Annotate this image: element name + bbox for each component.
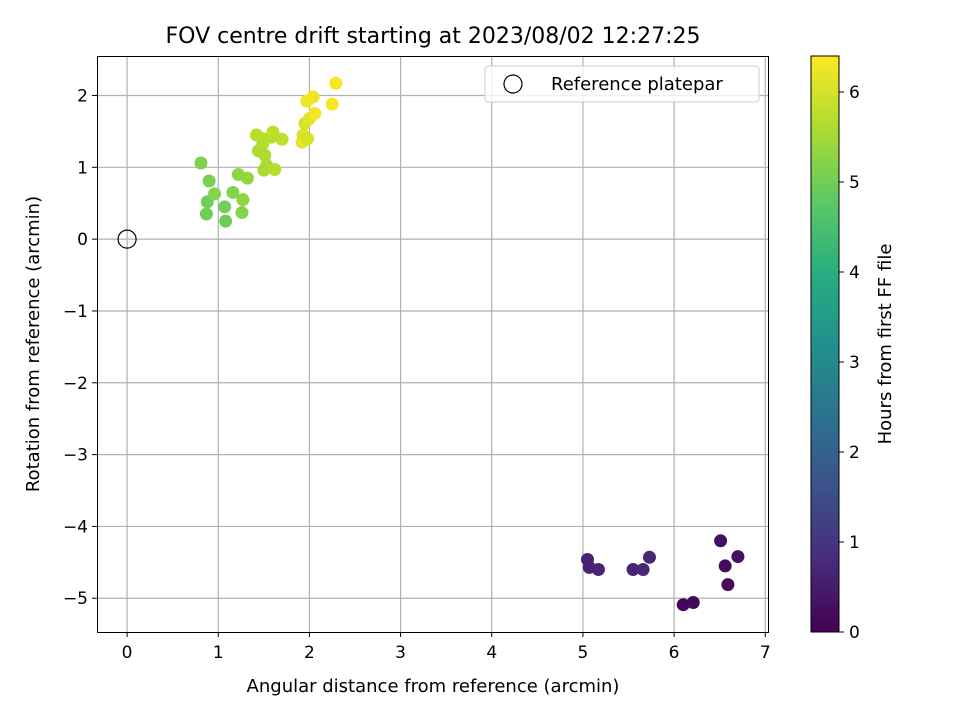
data-point	[714, 534, 728, 548]
data-point	[301, 132, 315, 146]
data-point	[235, 206, 249, 220]
colorbar-ticks: 0 1 2 3 4 5 6	[839, 83, 860, 643]
data-point	[686, 596, 700, 610]
colorbar-tick-label: 0	[849, 623, 860, 643]
y-tick-label: −4	[63, 517, 88, 537]
y-tick-label: −1	[63, 302, 88, 322]
data-point	[731, 550, 745, 564]
data-point	[202, 174, 216, 188]
reference-platepar-marker	[117, 229, 137, 249]
x-tick-label: 3	[395, 643, 406, 663]
legend: Reference platepar	[484, 65, 760, 103]
colorbar	[810, 55, 840, 633]
colorbar-label: Hours from first FF file	[875, 244, 896, 445]
x-tick-label: 6	[669, 643, 680, 663]
data-points	[194, 76, 745, 612]
colorbar-tick-label: 4	[849, 263, 860, 283]
y-axis-label: Rotation from reference (arcmin)	[23, 196, 44, 492]
y-tick-label: −2	[63, 374, 88, 394]
data-point	[218, 200, 232, 214]
x-tick-label: 4	[486, 643, 497, 663]
data-point	[636, 563, 650, 577]
x-tick-label: 2	[304, 643, 315, 663]
y-tick-label: −5	[63, 589, 88, 609]
legend-marker-icon	[503, 74, 523, 94]
y-tick-label: 0	[77, 230, 88, 250]
legend-box	[484, 65, 760, 103]
data-point	[642, 550, 656, 564]
colorbar-tick-label: 2	[849, 443, 860, 463]
x-tick-label: 7	[760, 643, 771, 663]
data-point	[329, 76, 343, 90]
data-point	[308, 106, 322, 120]
x-tick-label: 5	[578, 643, 589, 663]
data-point	[676, 598, 690, 612]
colorbar-tick-label: 6	[849, 83, 860, 103]
data-point	[306, 90, 320, 104]
colorbar-tick-label: 3	[849, 353, 860, 373]
data-point	[626, 563, 640, 577]
data-point	[208, 187, 222, 201]
plot-frame	[97, 56, 769, 633]
data-point	[199, 207, 213, 221]
legend-label: Reference platepar	[551, 74, 723, 95]
data-point	[325, 97, 339, 111]
axis-ticks: 0 1 2 3 4 5 6 7 2 1 0 −1 −2 −3 −4 −5	[63, 87, 771, 663]
data-point	[591, 563, 605, 577]
y-tick-label: 1	[77, 158, 88, 178]
data-point	[258, 148, 272, 162]
colorbar-tick-label: 5	[849, 173, 860, 193]
x-tick-label: 0	[122, 643, 133, 663]
data-point	[721, 578, 735, 592]
y-tick-label: −3	[63, 446, 88, 466]
x-tick-label: 1	[213, 643, 224, 663]
y-tick-label: 2	[77, 87, 88, 107]
x-axis-label: Angular distance from reference (arcmin)	[247, 676, 620, 697]
data-point	[240, 171, 254, 185]
data-point	[226, 185, 240, 199]
chart-title: FOV centre drift starting at 2023/08/02 …	[166, 24, 701, 49]
grid	[97, 56, 768, 632]
data-point	[266, 125, 280, 139]
data-point	[236, 193, 250, 207]
data-point	[194, 156, 208, 170]
data-point	[718, 559, 732, 573]
data-point	[219, 214, 233, 228]
data-point	[268, 162, 282, 176]
colorbar-tick-label: 1	[849, 533, 860, 553]
data-point	[275, 132, 289, 146]
